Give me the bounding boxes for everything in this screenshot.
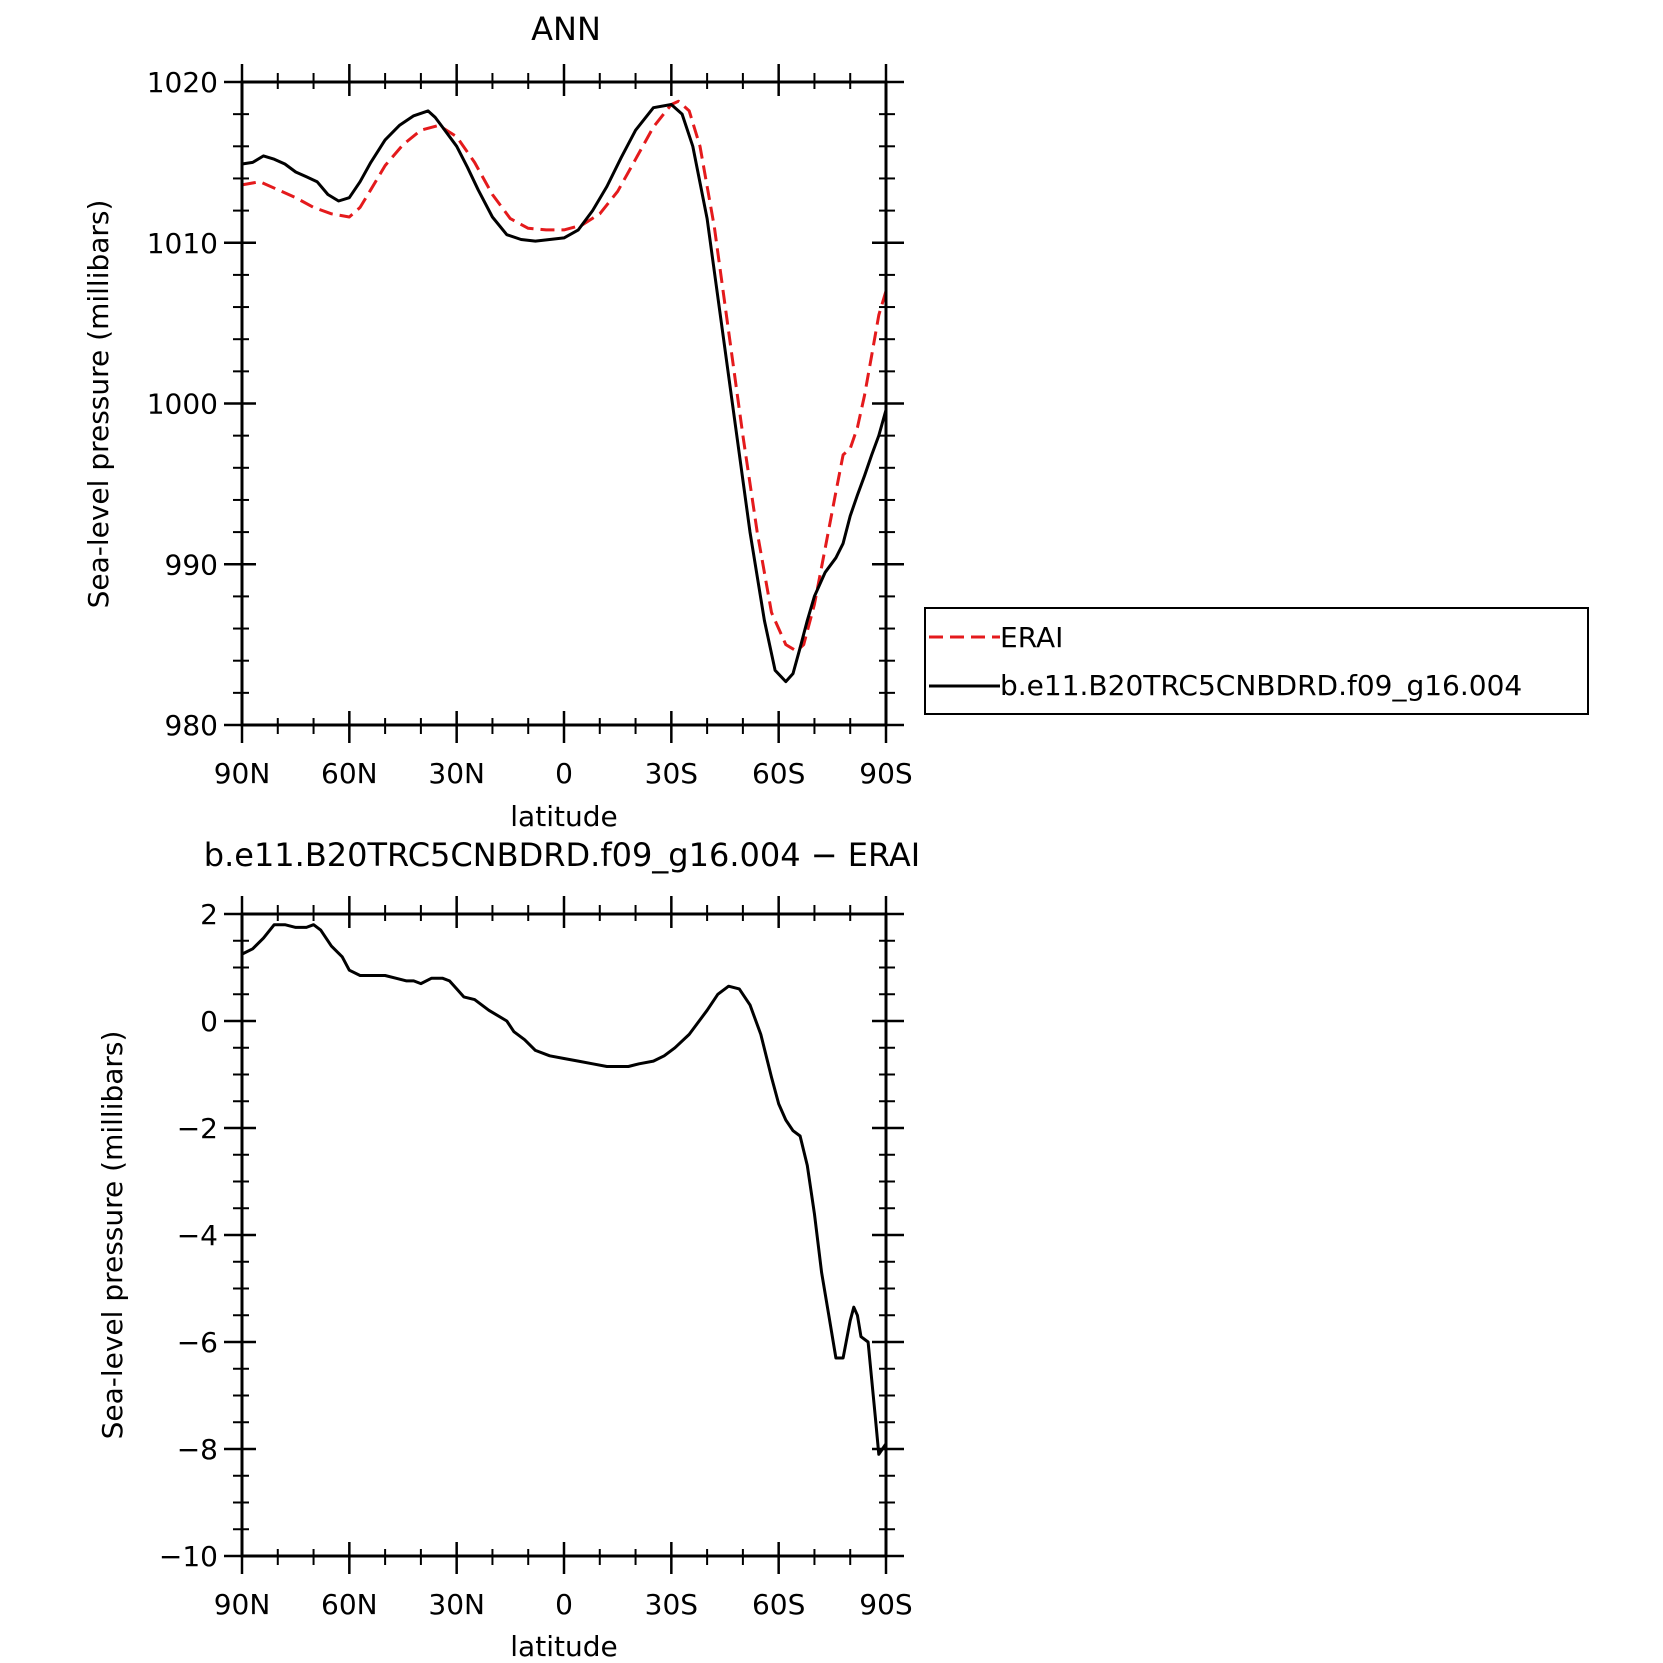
- x-tick-label-bottom: 0: [555, 1588, 573, 1621]
- x-tick-label-top: 90S: [859, 757, 912, 790]
- y-tick-label-top: 990: [165, 548, 218, 581]
- y-tick-label-top: 1010: [147, 227, 218, 260]
- y-tick-label-bottom: 0: [200, 1005, 218, 1038]
- x-tick-label-bottom: 30N: [428, 1588, 485, 1621]
- x-tick-label-bottom: 90N: [214, 1588, 271, 1621]
- x-tick-label-top: 30S: [645, 757, 698, 790]
- legend: ERAI b.e11.B20TRC5CNBDRD.f09_g16.004: [924, 607, 1589, 715]
- y-axis-label-top: Sea-level pressure (millibars): [82, 200, 115, 609]
- y-tick-label-top: 980: [165, 709, 218, 742]
- legend-box: [924, 607, 1589, 715]
- y-tick-label-bottom: 2: [200, 898, 218, 931]
- plot-frame-top: [240, 80, 888, 727]
- y-tick-label-top: 1020: [147, 66, 218, 99]
- chart-title-top: ANN: [531, 10, 601, 48]
- x-tick-label-top: 30N: [428, 757, 485, 790]
- y-tick-label-bottom: −10: [159, 1540, 218, 1573]
- y-tick-label-bottom: −8: [177, 1433, 218, 1466]
- x-axis-label-top: latitude: [510, 800, 617, 833]
- x-tick-label-bottom: 60N: [321, 1588, 378, 1621]
- x-axis-label-bottom: latitude: [510, 1630, 617, 1663]
- series-group-bottom: [241, 923, 888, 1456]
- y-axis-top: 1020 1010 1000 990 980: [147, 66, 904, 742]
- x-tick-label-top: 0: [555, 757, 573, 790]
- series-line-bottom-0: [241, 923, 888, 1456]
- legend-label-erai: ERAI: [1000, 621, 1063, 654]
- series-group-top: [241, 99, 888, 684]
- y-tick-label-bottom: −6: [177, 1326, 218, 1359]
- y-tick-label-top: 1000: [147, 388, 218, 421]
- legend-label-model: b.e11.B20TRC5CNBDRD.f09_g16.004: [1000, 669, 1522, 702]
- x-axis-top: 90N 60N 30N 0 30S 60S 90S: [214, 64, 913, 790]
- series-line-top-0: [241, 99, 888, 653]
- x-tick-label-top: 90N: [214, 757, 271, 790]
- y-tick-label-bottom: −2: [177, 1112, 218, 1145]
- chart-panel-bottom: b.e11.B20TRC5CNBDRD.f09_g16.004 − ERAI 2…: [96, 836, 920, 1663]
- y-axis-bottom: 2 0 −2 −4 −6 −8 −10: [159, 898, 904, 1573]
- x-tick-label-bottom: 30S: [645, 1588, 698, 1621]
- x-axis-bottom: 90N 60N 30N 0 30S 60S 90S: [214, 896, 913, 1621]
- y-tick-label-bottom: −4: [177, 1219, 218, 1252]
- plot-frame-bottom: [240, 912, 888, 1558]
- series-line-top-1: [241, 103, 888, 684]
- y-axis-label-bottom: Sea-level pressure (millibars): [96, 1031, 129, 1440]
- x-tick-label-bottom: 60S: [752, 1588, 805, 1621]
- x-tick-label-top: 60S: [752, 757, 805, 790]
- x-tick-label-bottom: 90S: [859, 1588, 912, 1621]
- x-tick-label-top: 60N: [321, 757, 378, 790]
- chart-title-bottom: b.e11.B20TRC5CNBDRD.f09_g16.004 − ERAI: [204, 836, 920, 874]
